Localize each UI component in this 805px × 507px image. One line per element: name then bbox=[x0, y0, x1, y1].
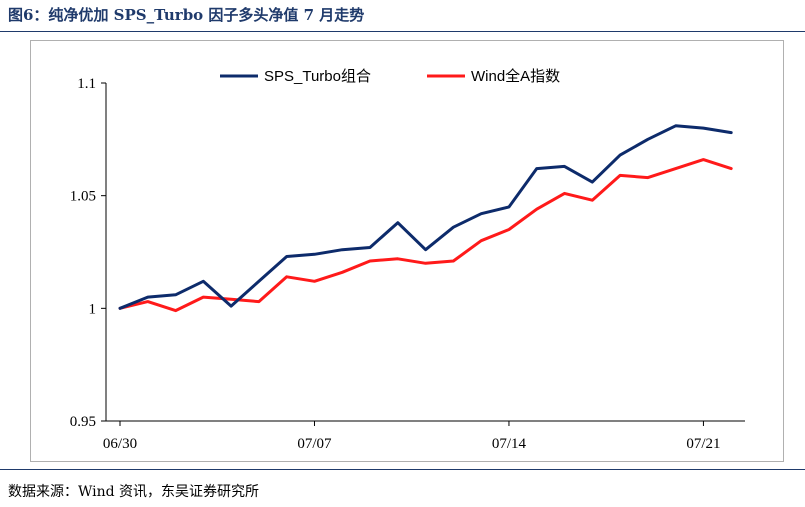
y-tick-label: 1.1 bbox=[77, 76, 96, 92]
x-tick-label: 07/07 bbox=[297, 436, 332, 452]
legend-sps-turbo-label: SPS_Turbo组合 bbox=[264, 68, 371, 85]
x-tick-label: 06/30 bbox=[103, 436, 137, 452]
y-tick-label: 1 bbox=[89, 301, 97, 317]
chart-title: 图6：纯净优加 SPS_Turbo 因子多头净值 7 月走势 bbox=[8, 6, 365, 24]
x-tick-label: 07/21 bbox=[686, 436, 720, 452]
legend-wind-all-a-label: Wind全A指数 bbox=[471, 67, 560, 85]
data-source: 数据来源：Wind 资讯，东吴证券研究所 bbox=[8, 484, 260, 500]
y-tick-label: 0.95 bbox=[70, 414, 96, 430]
series-line-sps-turbo bbox=[118, 124, 733, 310]
y-tick-label: 1.05 bbox=[70, 189, 96, 205]
bottom-rule bbox=[0, 469, 805, 470]
x-tick-label: 07/14 bbox=[492, 436, 527, 452]
chart-frame bbox=[30, 40, 784, 462]
top-rule bbox=[0, 31, 805, 32]
